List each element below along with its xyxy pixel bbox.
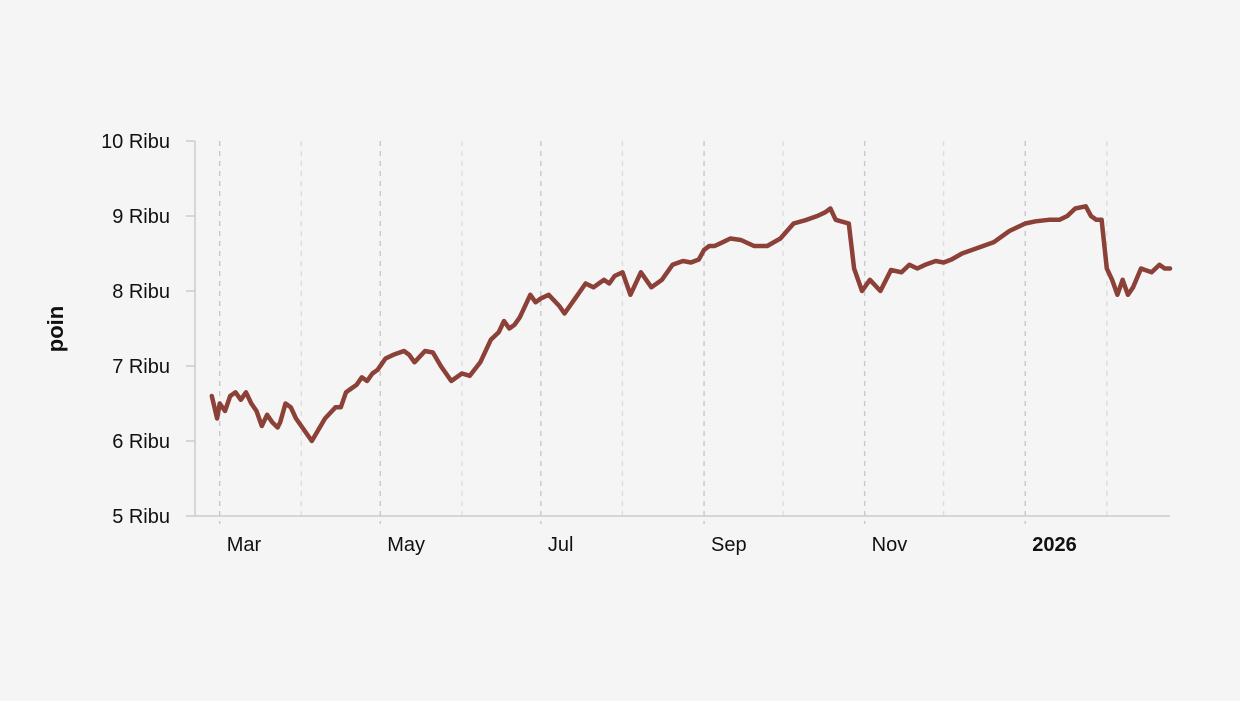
x-tick-label: Nov (872, 534, 908, 556)
gridlines (218, 141, 1108, 524)
x-tick-label: Mar (227, 534, 262, 556)
y-tick-label: 8 Ribu (112, 281, 170, 303)
axes (194, 141, 1170, 517)
series (209, 204, 1173, 444)
y-tick-label: 5 Ribu (112, 506, 170, 528)
series-line (209, 204, 1173, 444)
y-tick-label: 10 Ribu (101, 131, 170, 153)
x-tick-label: Sep (711, 534, 747, 556)
y-tick-label: 6 Ribu (112, 431, 170, 453)
x-tick-label: 2026 (1032, 534, 1077, 556)
y-tick-label: 9 Ribu (112, 206, 170, 228)
y-tick-label: 7 Ribu (112, 356, 170, 378)
x-axis-ticks: Mar May Jul Sep Nov 2026 (227, 534, 1077, 556)
y-axis-ticks: 5 Ribu 6 Ribu 7 Ribu 8 Ribu 9 Ribu 10 Ribu (101, 131, 195, 528)
x-tick-label: May (387, 534, 425, 556)
x-tick-label: Jul (548, 534, 574, 556)
y-axis-title: poin (43, 306, 68, 352)
